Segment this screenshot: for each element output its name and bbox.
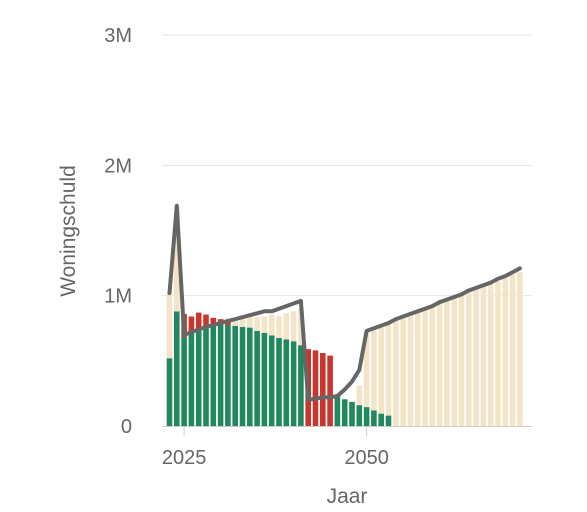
bar-segment: [517, 272, 523, 426]
y-tick-label: 1M: [104, 286, 132, 308]
bar-segment: [188, 332, 195, 426]
bar-segment: [166, 358, 173, 426]
bar-segment: [312, 350, 319, 426]
bar-segment: [217, 324, 224, 426]
bar-segment: [371, 410, 377, 426]
bar-segment: [458, 294, 465, 426]
bar-segment: [341, 399, 348, 426]
bar-segment: [429, 306, 436, 426]
bar-segment: [290, 311, 297, 342]
bar-segment: [378, 413, 384, 426]
y-axis-title: Woningschuld: [57, 165, 80, 297]
bar-segment: [466, 291, 472, 426]
bar-segment: [407, 313, 414, 426]
bar-segment: [254, 330, 260, 426]
bar-segment: [232, 318, 238, 326]
bar-segment: [203, 327, 209, 426]
bar-segment: [414, 311, 421, 426]
bar-segment: [283, 339, 290, 426]
bar-segment: [349, 401, 355, 426]
y-tick-label: 0: [121, 416, 132, 438]
x-axis-title: Jaar: [327, 485, 368, 508]
y-tick-label: 2M: [104, 155, 132, 177]
bar-segment: [225, 324, 231, 426]
bar-segment: [174, 207, 180, 312]
bar-segment: [473, 289, 479, 426]
bar-segment: [268, 314, 275, 336]
bar-segment: [195, 312, 202, 330]
total-line: [167, 203, 522, 402]
bar-segment: [247, 316, 253, 328]
bar-segment: [210, 317, 217, 327]
bar-segment: [276, 338, 282, 426]
bar-segment: [276, 315, 282, 339]
bar-segment: [247, 327, 253, 426]
bar-segment: [356, 385, 363, 406]
bar-segment: [203, 314, 209, 328]
bar-segment: [290, 341, 297, 426]
bar-segment: [254, 317, 260, 331]
bar-segment: [261, 332, 268, 426]
x-tick-label: 2050: [344, 447, 389, 469]
bar-segment: [210, 326, 217, 426]
bar-segment: [261, 316, 268, 333]
bar-segment: [356, 405, 363, 426]
bar-segment: [451, 296, 457, 426]
grid-lines: [162, 34, 532, 297]
bar-segment: [393, 319, 399, 426]
y-axis-ticks: 0 1M 2M 3M: [104, 25, 132, 438]
bar-segment: [509, 274, 516, 426]
bar-segment: [487, 283, 494, 426]
bar-segment: [195, 329, 202, 426]
bar-segment: [320, 353, 326, 426]
bar-segment: [239, 316, 246, 327]
y-tick-label: 3M: [104, 25, 132, 47]
bar-segment: [181, 337, 187, 426]
bar-segment: [422, 308, 428, 426]
bar-segment: [378, 327, 384, 414]
bars: [166, 207, 523, 426]
bar-segment: [239, 326, 246, 426]
bar-segment: [436, 302, 443, 426]
bar-segment: [327, 355, 333, 426]
bar-segment: [268, 335, 275, 426]
bar-segment: [385, 323, 392, 416]
bar-segment: [502, 278, 509, 426]
bar-segment: [363, 407, 370, 426]
bar-segment: [298, 345, 304, 426]
x-axis-ticks: 2025 2050: [162, 426, 389, 469]
bar-segment: [188, 316, 195, 333]
bar-segment: [371, 330, 377, 411]
bar-segment: [480, 286, 487, 426]
bar-segment: [225, 321, 231, 325]
bar-segment: [385, 415, 392, 426]
bar-segment: [166, 293, 173, 359]
bar-segment: [174, 311, 180, 426]
x-tick-label: 2025: [162, 447, 207, 469]
bar-segment: [400, 316, 406, 426]
bar-segment: [444, 299, 450, 426]
bar-segment: [232, 325, 238, 426]
bar-segment: [334, 396, 341, 426]
bar-segment: [495, 281, 501, 426]
bar-segment: [363, 332, 370, 408]
bar-segment: [283, 313, 290, 340]
series-line: [167, 203, 522, 402]
